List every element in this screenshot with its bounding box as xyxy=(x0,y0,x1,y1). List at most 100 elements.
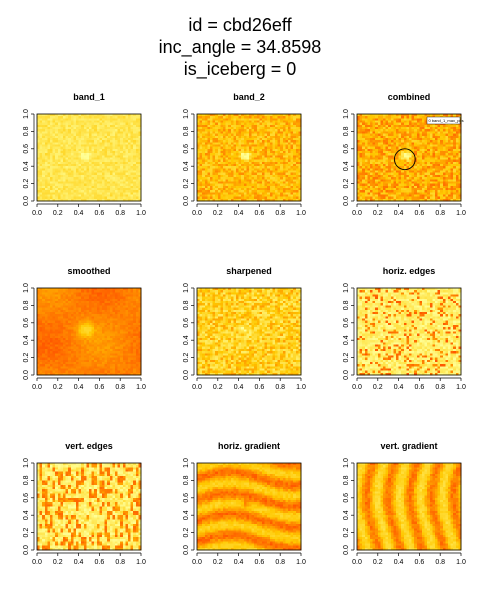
heatmap-cell xyxy=(104,114,108,117)
heatmap-cell xyxy=(453,194,457,197)
heatmap-cell xyxy=(453,185,457,189)
heatmap-cell xyxy=(81,146,85,150)
heatmap-cell xyxy=(233,124,237,128)
heatmap-cell xyxy=(39,311,43,315)
heatmap-cell xyxy=(243,142,247,145)
heatmap-cell xyxy=(445,133,449,137)
heatmap-cell xyxy=(233,198,237,202)
heatmap-cell xyxy=(117,150,121,154)
heatmap-cell xyxy=(398,161,402,165)
heatmap-cell xyxy=(70,118,74,121)
heatmap-cell xyxy=(130,140,134,143)
heatmap-cell xyxy=(370,168,373,171)
heatmap-cell xyxy=(204,168,208,171)
heatmap-cell xyxy=(372,187,376,191)
heatmap-cell xyxy=(120,155,124,158)
heatmap-cell xyxy=(117,118,121,121)
heatmap-cell xyxy=(86,129,90,132)
heatmap-cell xyxy=(422,131,425,134)
heatmap-cell xyxy=(359,148,363,152)
heatmap-cell xyxy=(249,131,252,134)
heatmap-cell xyxy=(133,142,137,145)
heatmap-cell xyxy=(277,179,281,182)
heatmap-cell xyxy=(370,129,373,132)
heatmap-cell xyxy=(388,122,392,126)
heatmap-cell xyxy=(298,144,302,147)
heatmap-cell xyxy=(359,142,363,145)
heatmap-cell xyxy=(264,129,268,132)
heatmap-cell xyxy=(50,192,53,195)
heatmap-cell xyxy=(241,116,245,119)
heatmap-cell xyxy=(135,198,139,202)
heatmap-cell xyxy=(445,124,449,128)
heatmap-cell xyxy=(388,168,392,171)
heatmap-cell xyxy=(212,144,216,147)
heatmap-cell xyxy=(427,174,431,178)
heatmap-cell xyxy=(37,120,40,124)
heatmap-cell xyxy=(450,170,454,174)
heatmap-cell xyxy=(81,144,85,147)
y-tick-label: 0.8 xyxy=(23,126,30,136)
heatmap-cell xyxy=(223,159,226,163)
heatmap-cell xyxy=(104,137,108,141)
heatmap-cell xyxy=(238,116,242,119)
heatmap-cell xyxy=(246,174,250,178)
heatmap-cell xyxy=(442,159,446,163)
heatmap-cell xyxy=(44,181,48,184)
heatmap-cell xyxy=(76,148,79,152)
heatmap-cell xyxy=(424,122,428,126)
x-tick-label: 0.4 xyxy=(74,210,84,217)
heatmap-cell xyxy=(414,124,418,128)
heatmap-cell xyxy=(455,174,459,178)
heatmap-cell xyxy=(210,144,213,147)
heatmap-cell xyxy=(81,148,85,152)
heatmap-cell xyxy=(63,157,66,161)
heatmap-cell xyxy=(275,168,278,171)
heatmap-cell xyxy=(370,194,373,197)
heatmap-cell xyxy=(246,157,250,161)
heatmap-cell xyxy=(393,168,397,171)
heatmap-cell xyxy=(65,135,69,139)
heatmap-cell xyxy=(76,192,79,195)
heatmap-cell xyxy=(52,166,56,169)
heatmap-cell xyxy=(409,150,412,154)
heatmap-cell xyxy=(243,170,247,174)
heatmap-cell xyxy=(272,148,276,152)
heatmap-cell xyxy=(102,144,105,147)
heatmap-cell xyxy=(448,177,451,180)
heatmap-cell xyxy=(122,114,126,117)
heatmap-cell xyxy=(383,140,386,143)
heatmap-cell xyxy=(86,127,90,130)
heatmap-cell xyxy=(94,161,98,165)
heatmap-cell xyxy=(138,183,142,187)
heatmap-cell xyxy=(442,170,446,174)
heatmap-cell xyxy=(288,116,291,119)
heatmap-cell xyxy=(427,177,431,180)
heatmap-cell xyxy=(86,144,90,147)
heatmap-cell xyxy=(55,161,59,165)
heatmap-cell xyxy=(215,146,219,150)
heatmap-cell xyxy=(238,120,242,124)
heatmap-cell xyxy=(63,194,66,197)
heatmap-cell xyxy=(362,155,366,158)
heatmap-cell xyxy=(372,144,376,147)
heatmap-cell xyxy=(422,179,425,182)
heatmap-cell xyxy=(76,194,79,197)
heatmap-cell xyxy=(120,161,124,165)
heatmap-cell xyxy=(280,114,284,117)
heatmap-cell xyxy=(440,198,444,202)
heatmap-cell xyxy=(233,135,237,139)
heatmap-cell xyxy=(393,179,397,182)
heatmap-cell xyxy=(52,150,56,154)
heatmap-cell xyxy=(241,146,245,150)
heatmap-cell xyxy=(450,194,454,197)
heatmap-cell xyxy=(125,172,129,176)
heatmap-cell xyxy=(241,170,245,174)
heatmap-cell xyxy=(264,146,268,150)
heatmap-cell xyxy=(455,129,459,132)
heatmap-cell xyxy=(122,194,126,197)
heatmap-cell xyxy=(65,177,69,180)
heatmap-cell xyxy=(364,155,368,158)
heatmap-cell xyxy=(60,161,64,165)
heatmap-cell xyxy=(70,129,74,132)
